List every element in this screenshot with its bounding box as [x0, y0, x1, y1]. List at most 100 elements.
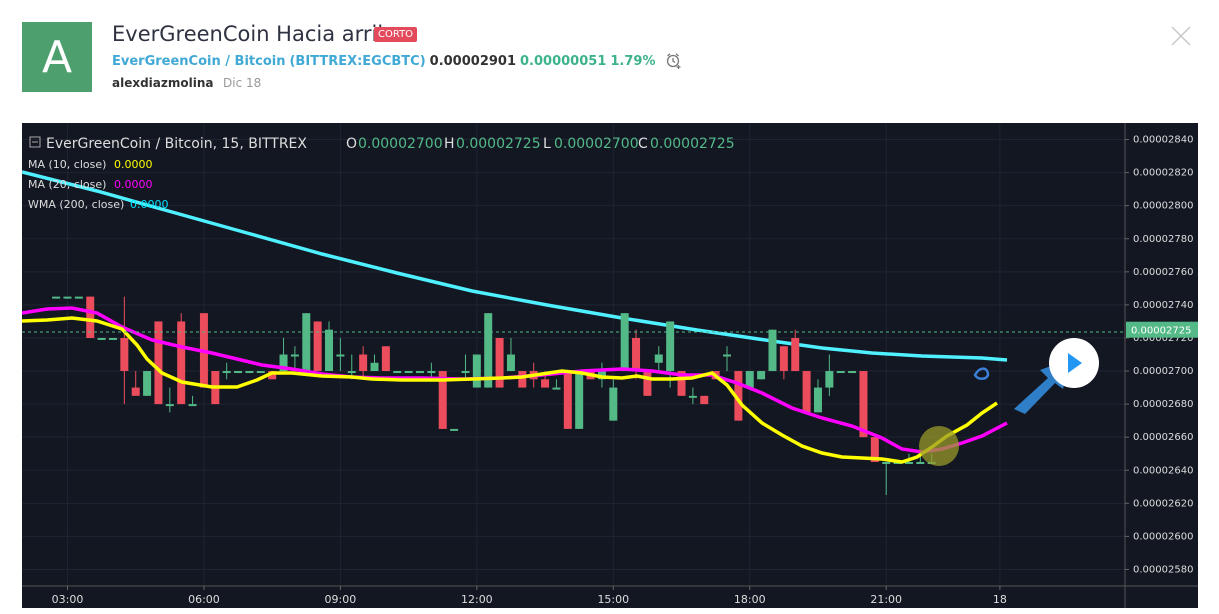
- x-tick-label: 03:00: [52, 593, 84, 606]
- candle: [654, 346, 663, 372]
- y-tick-label: 0.00002620: [1133, 498, 1193, 509]
- short-badge: CORTO: [374, 27, 418, 42]
- candle: [859, 371, 868, 438]
- candle: [234, 371, 243, 374]
- candle: [381, 346, 390, 372]
- legend-open-value: 0.00002700: [358, 136, 443, 152]
- price-change: 0.00000051: [520, 53, 607, 69]
- candle: [802, 371, 811, 413]
- candle: [245, 371, 254, 374]
- indicator-wma200-value: 0.0000: [130, 198, 169, 211]
- chart-background: [22, 123, 1198, 608]
- candle: [177, 313, 186, 405]
- candle: [779, 346, 788, 380]
- candle: [52, 296, 61, 299]
- last-price-tag: [1126, 321, 1198, 338]
- candle: [370, 354, 379, 372]
- candle: [450, 428, 459, 431]
- indicator-wma200-label: WMA (200, close): [28, 198, 124, 211]
- play-icon: [1068, 353, 1082, 373]
- x-tick-label: 18: [993, 593, 1007, 606]
- candle: [597, 362, 606, 388]
- candle: [404, 371, 413, 374]
- candle: [290, 346, 299, 372]
- exchange-link[interactable]: (BITTREX:EGCBTC): [289, 53, 426, 69]
- symbol-row: EverGreenCoin / Bitcoin (BITTREX:EGCBTC)…: [112, 52, 683, 70]
- collapse-legend-icon[interactable]: [29, 136, 41, 148]
- legend-high-label: H: [444, 136, 455, 152]
- candle: [222, 362, 231, 380]
- candle: [563, 371, 572, 429]
- candle: [143, 371, 152, 396]
- candle: [74, 296, 83, 299]
- candle: [347, 354, 356, 380]
- candle: [813, 379, 822, 413]
- candle: [63, 296, 72, 299]
- indicator-ma10-label: MA (10, close): [28, 158, 106, 171]
- x-tick-label: 15:00: [597, 593, 629, 606]
- candle: [120, 296, 129, 405]
- candle: [154, 321, 163, 405]
- candle: [325, 321, 334, 372]
- author-name[interactable]: alexdiazmolina: [112, 76, 214, 90]
- price-axis[interactable]: 0.00002840 0.00002820 0.00002800 0.00002780…: [22, 123, 1198, 608]
- y-tick-label: 0.00002680: [1133, 399, 1193, 410]
- candle: [723, 346, 732, 372]
- candle: [609, 379, 618, 421]
- candle: [495, 337, 504, 388]
- candle: [188, 395, 197, 407]
- legend-low-label: L: [543, 136, 551, 152]
- legend-high-value: 0.00002725: [456, 136, 541, 152]
- idea-title: EverGreenCoin Hacia arriba: [112, 22, 404, 46]
- price-change-pct: 1.79%: [610, 53, 656, 69]
- candle: [506, 337, 515, 372]
- candle: [472, 354, 481, 388]
- candle: [131, 371, 140, 396]
- candle: [575, 371, 584, 429]
- x-tick-label: 12:00: [461, 593, 493, 606]
- candle: [757, 371, 766, 380]
- indicator-ma10-value: 0.0000: [114, 158, 153, 171]
- candle: [302, 313, 311, 372]
- candle: [791, 329, 800, 372]
- close-icon[interactable]: [1170, 25, 1192, 47]
- annotation-scribble: [973, 367, 990, 380]
- y-tick-label: 0.00002820: [1133, 168, 1193, 179]
- candle: [768, 329, 777, 372]
- time-axis[interactable]: 03:00 06:00 09:00 12:00 15:00 18:00 21:00 18: [52, 586, 1007, 606]
- candle: [461, 354, 470, 380]
- legend-low-value: 0.00002700: [554, 136, 639, 152]
- candle: [688, 387, 697, 405]
- candle: [393, 371, 402, 374]
- legend-title: EverGreenCoin / Bitcoin, 15, BITTREX: [46, 136, 307, 152]
- candle: [700, 395, 709, 405]
- candle: [86, 296, 95, 338]
- candle: [518, 371, 527, 388]
- alarm-clock-icon[interactable]: [665, 52, 683, 70]
- y-tick-label: 0.00002720: [1133, 333, 1193, 344]
- candle: [108, 337, 117, 340]
- x-tick-label: 06:00: [188, 593, 220, 606]
- x-tick-label: 18:00: [734, 593, 766, 606]
- author-avatar[interactable]: A: [22, 22, 92, 92]
- y-tick-label: 0.00002600: [1133, 531, 1193, 542]
- x-tick-label: 09:00: [325, 593, 357, 606]
- symbol-link[interactable]: EverGreenCoin / Bitcoin: [112, 53, 286, 69]
- price-chart[interactable]: EverGreenCoin / Bitcoin, 15, BITTREX O 0…: [22, 123, 1198, 608]
- candle: [279, 337, 288, 372]
- x-tick-label: 21:00: [870, 593, 902, 606]
- y-tick-label: 0.00002660: [1133, 432, 1193, 443]
- candle: [336, 337, 345, 372]
- y-tick-label: 0.00002640: [1133, 465, 1193, 476]
- legend-close-value: 0.00002725: [650, 136, 735, 152]
- candle: [825, 354, 834, 396]
- chart-legend: EverGreenCoin / Bitcoin, 15, BITTREX O 0…: [28, 136, 735, 211]
- wma-200-line: [22, 170, 1008, 362]
- indicator-ma20-value: 0.0000: [114, 178, 153, 191]
- y-tick-label: 0.00002740: [1133, 300, 1193, 311]
- last-price: 0.00002901: [429, 53, 517, 69]
- highlight-circle: [919, 426, 959, 466]
- legend-close-label: C: [638, 136, 648, 152]
- y-tick-label: 0.00002840: [1133, 135, 1193, 146]
- last-price-tag-label: 0.00002725: [1131, 326, 1191, 337]
